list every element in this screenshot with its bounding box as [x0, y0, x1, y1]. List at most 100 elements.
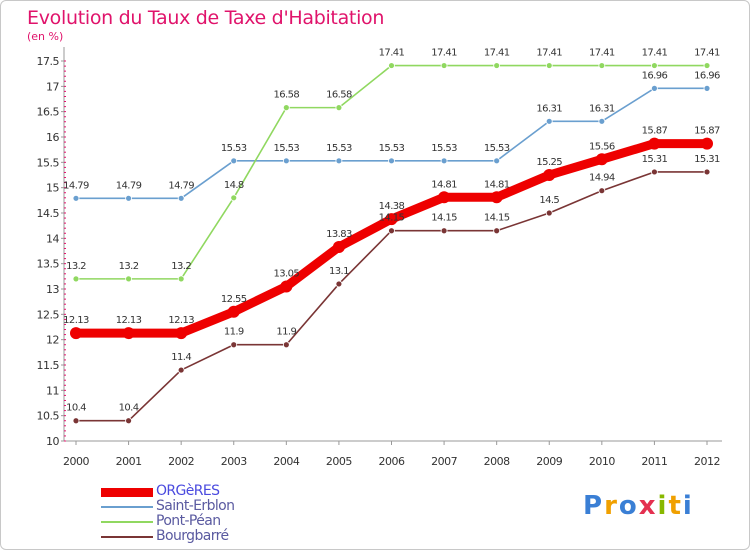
data-point	[440, 227, 448, 235]
y-tick-label: 14	[46, 232, 59, 245]
data-point	[598, 187, 606, 195]
legend-item: Saint-Erblon	[101, 498, 361, 515]
data-label: 11.9	[276, 327, 296, 338]
logo-letter: r	[604, 491, 619, 521]
data-label: 17.41	[379, 48, 405, 59]
data-label: 17.41	[589, 48, 615, 59]
data-point	[388, 157, 395, 165]
data-label: 13.2	[119, 261, 139, 272]
data-point	[282, 157, 290, 165]
data-label: 16.31	[536, 103, 562, 114]
data-label: 16.58	[326, 90, 352, 101]
data-label: 15.31	[694, 154, 720, 165]
data-point	[125, 194, 132, 202]
legend-swatch	[101, 521, 153, 523]
data-label: 15.53	[326, 143, 352, 154]
data-label: 12.13	[168, 315, 194, 326]
data-label: 15.53	[221, 143, 247, 154]
x-tick-label: 2001	[116, 455, 142, 468]
data-point	[545, 117, 553, 125]
data-label: 14.81	[431, 179, 457, 190]
x-tick-label: 2012	[694, 455, 720, 468]
legend-swatch	[101, 506, 153, 508]
y-tick-label: 11	[46, 384, 59, 397]
y-tick-label: 16	[46, 131, 59, 144]
data-point	[230, 341, 238, 349]
x-tick-label: 2007	[431, 455, 457, 468]
data-label: 15.53	[431, 143, 457, 154]
data-point	[651, 84, 658, 92]
data-label: 14.79	[63, 180, 89, 191]
y-tick-label: 15.5	[37, 156, 60, 169]
data-label: 17.41	[431, 48, 457, 59]
data-point	[175, 327, 188, 340]
data-label: 15.56	[589, 141, 615, 152]
data-point	[388, 227, 395, 235]
data-label: 16.96	[694, 70, 720, 81]
x-tick-label: 2011	[641, 455, 667, 468]
data-label: 15.31	[642, 154, 668, 165]
data-point	[703, 84, 711, 92]
data-label: 15.53	[274, 143, 300, 154]
legend-swatch	[101, 536, 153, 538]
y-tick-label: 12	[46, 334, 59, 347]
data-label: 13.83	[326, 229, 352, 240]
y-tick-label: 13.5	[37, 258, 60, 271]
data-point	[703, 168, 711, 176]
y-tick-label: 13	[46, 283, 59, 296]
data-label: 14.15	[431, 213, 457, 224]
data-label: 16.96	[642, 70, 668, 81]
data-label: 11.9	[224, 327, 244, 338]
data-point	[230, 194, 238, 202]
legend: ORGèRES Saint-Erblon Pont-Péan Bourgbarré	[101, 483, 361, 545]
unit-label: (en %)	[27, 30, 64, 43]
data-label: 14.81	[484, 179, 510, 190]
data-point	[703, 62, 711, 69]
data-point	[598, 117, 606, 125]
x-tick-label: 2010	[589, 455, 615, 468]
data-point	[125, 275, 132, 283]
data-point	[598, 62, 606, 69]
x-tick-label: 2008	[484, 455, 510, 468]
data-label: 14.79	[168, 180, 194, 191]
data-point	[122, 327, 135, 340]
data-point	[177, 275, 185, 283]
y-tick-label: 15	[46, 182, 59, 195]
data-point	[490, 191, 503, 204]
data-point	[440, 62, 448, 69]
y-tick-label: 10.5	[37, 410, 60, 423]
legend-label: Pont-Péan	[156, 513, 221, 529]
data-label: 12.13	[116, 315, 142, 326]
data-point	[648, 137, 661, 150]
data-point	[72, 194, 80, 202]
x-tick-label: 2004	[273, 455, 299, 468]
data-label: 15.87	[694, 126, 720, 137]
data-point	[543, 169, 556, 181]
data-point	[282, 341, 290, 349]
data-point	[545, 209, 553, 217]
data-label: 11.4	[171, 352, 191, 363]
x-tick-label: 2005	[326, 455, 352, 468]
logo-letter: P	[583, 491, 605, 521]
data-point	[125, 417, 132, 425]
data-label: 15.53	[484, 143, 510, 154]
data-point	[70, 327, 82, 340]
legend-item: ORGèRES	[101, 483, 361, 500]
legend-item: Pont-Péan	[101, 513, 361, 530]
data-label: 14.5	[539, 195, 559, 206]
data-point	[595, 153, 608, 166]
data-label: 17.41	[536, 48, 562, 59]
data-point	[227, 305, 240, 318]
data-point	[438, 191, 451, 204]
data-point	[388, 62, 395, 69]
data-label: 10.4	[119, 403, 139, 414]
data-label: 17.41	[694, 48, 720, 59]
y-tick-label: 16.5	[37, 106, 60, 119]
logo-letter: x	[638, 491, 658, 521]
y-tick-label: 14.5	[37, 207, 60, 220]
data-point	[440, 157, 448, 165]
data-label: 12.13	[63, 315, 89, 326]
data-label: 15.53	[379, 143, 405, 154]
